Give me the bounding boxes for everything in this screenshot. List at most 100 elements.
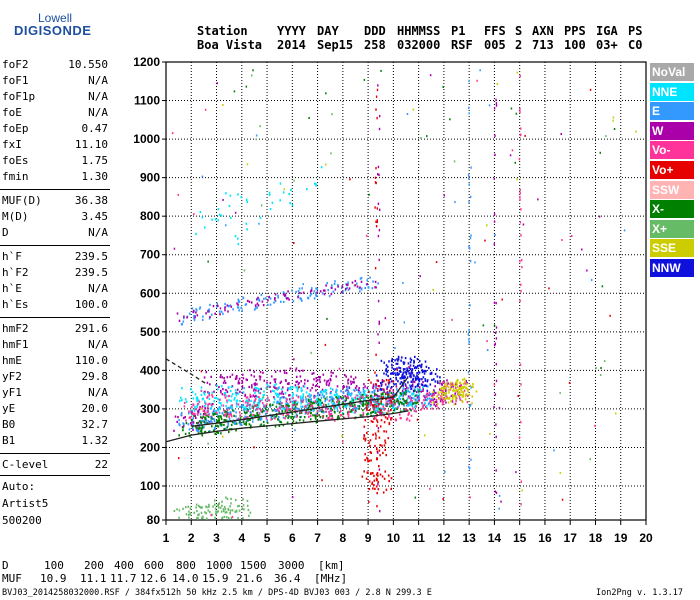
data-point-sse <box>455 395 457 398</box>
data-point-sse <box>443 387 445 391</box>
data-point-sse <box>452 388 455 391</box>
data-point-e <box>258 401 261 404</box>
data-point-xminus <box>248 423 251 426</box>
data-point-sse <box>448 391 450 394</box>
data-point-vominus <box>185 419 187 422</box>
data-point-xminus <box>242 420 245 423</box>
data-point-nne <box>249 407 251 410</box>
data-point-nnw <box>420 366 422 369</box>
data-point-w <box>354 386 357 389</box>
data-point-e <box>197 429 199 432</box>
data-point-nne <box>302 393 305 396</box>
data-point-vominus <box>365 409 368 412</box>
data-point-vominus <box>339 406 341 409</box>
logo-lowell: Lowell <box>38 11 73 25</box>
data-point-e <box>329 396 332 399</box>
data-point-e <box>409 400 412 403</box>
data-point-voplus <box>363 434 365 437</box>
high-scatter-point <box>290 188 292 192</box>
data-point-e <box>331 388 334 391</box>
column-point <box>468 465 470 469</box>
data-point-xminus <box>216 419 218 422</box>
data-point-w <box>197 427 199 430</box>
noise-point <box>601 285 604 288</box>
data-point-vominus <box>360 395 363 398</box>
data-point-xminus <box>310 400 312 404</box>
column-point <box>470 386 472 389</box>
data-point-w <box>278 392 281 395</box>
column-point <box>377 202 380 205</box>
data-point-nnw <box>421 378 423 381</box>
legend-item-ssw: SSW <box>650 180 694 199</box>
second-hop-point <box>195 311 197 314</box>
header-cell: 100 <box>564 38 586 52</box>
data-point-nne <box>226 401 228 404</box>
data-point-nnw <box>412 390 415 393</box>
second-hop-point <box>327 289 329 292</box>
data-point-vominus <box>390 417 392 420</box>
param-value: 0.47 <box>81 122 109 135</box>
data-point-w <box>309 389 312 392</box>
data-point-xminus <box>215 424 217 427</box>
data-point-nne <box>295 386 297 389</box>
data-point-xminus <box>367 396 370 399</box>
column-point <box>379 114 381 118</box>
data-point-nne <box>377 407 379 410</box>
data-point-w <box>298 381 300 385</box>
second-hop-point <box>374 280 377 283</box>
data-point-xminus <box>381 393 384 396</box>
data-point-e <box>345 406 347 409</box>
data-point-w <box>279 370 281 373</box>
column-point <box>375 353 377 356</box>
data-point-xminus <box>375 411 377 414</box>
data-point-nne <box>417 388 419 392</box>
second-hop-point <box>354 279 357 283</box>
data-point-vominus <box>249 393 251 396</box>
second-hop-point <box>274 293 277 296</box>
data-point-e <box>384 396 387 399</box>
noise-point <box>486 340 488 343</box>
noise-point <box>216 82 218 85</box>
data-point-xminus <box>293 408 295 411</box>
data-point-nnw <box>402 377 404 380</box>
data-point-nne <box>358 393 361 396</box>
second-hop-point <box>277 294 279 297</box>
data-point-nne <box>305 391 308 394</box>
data-point-nnw <box>411 368 414 371</box>
noise-point <box>255 134 258 137</box>
data-point-nne <box>320 403 322 406</box>
data-point-nne <box>197 399 200 402</box>
data-point-voplus <box>379 425 382 428</box>
data-point-w <box>282 392 285 396</box>
data-point-vominus <box>261 402 264 405</box>
data-point-e <box>225 414 227 417</box>
data-point-nne <box>230 405 233 408</box>
param-row: h`F2 239.5 <box>2 266 108 280</box>
high-scatter-point <box>291 203 294 207</box>
data-point-w <box>295 367 298 370</box>
muf-value: 14.0 <box>172 572 199 585</box>
data-point-vominus <box>442 393 445 396</box>
data-point-xminus <box>309 418 312 421</box>
x-tick-label: 2 <box>188 531 195 545</box>
data-point-vominus <box>328 399 331 402</box>
data-point-nne <box>275 383 277 386</box>
data-point-xminus <box>393 401 395 404</box>
noise-point <box>222 198 224 201</box>
second-hop-point <box>274 300 277 303</box>
data-point-nne <box>292 394 294 397</box>
data-point-sse <box>436 395 438 398</box>
second-hop-point <box>205 312 207 315</box>
noise-point <box>368 500 370 503</box>
data-point-vominus <box>430 400 432 404</box>
data-point-vominus <box>413 409 416 412</box>
data-point-vominus <box>325 410 327 413</box>
data-point-voplus <box>364 437 367 440</box>
data-point-e <box>204 421 206 424</box>
column-point <box>519 110 521 114</box>
column-point <box>495 435 497 439</box>
noise-point <box>498 507 500 510</box>
data-point-vominus <box>359 401 361 404</box>
column-point <box>520 283 522 286</box>
data-point-voplus <box>373 484 375 487</box>
